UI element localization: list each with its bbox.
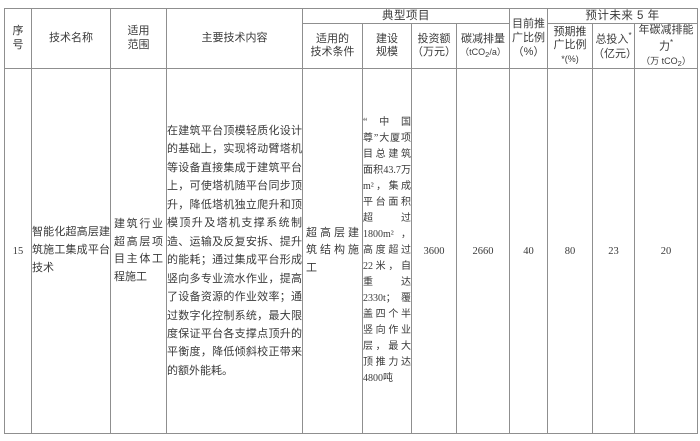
cell-current-promotion: 40: [509, 68, 548, 434]
header-current-promotion: 目前推 广比例 （%）: [509, 7, 548, 70]
header-row-sub: 适用的 技术条件 建设 规模 投资额 （万元） 碳减排量 （tCO2/a） 预期…: [5, 23, 699, 70]
header-row-group: 序 号 技术名称 适用 范围 主要技术内容 典型项目 目前推 广比例 （%） 预…: [4, 7, 699, 70]
technology-catalog-table: 序 号 技术名称 适用 范围 主要技术内容 典型项目 目前推 广比例 （%） 预…: [4, 7, 699, 434]
cell-applicable-conditions: 超高层建筑结构施工: [302, 68, 363, 434]
header-expected-promotion-unit: *(%): [561, 54, 579, 65]
cell-scope: 建筑行业超高层项目主体工程施工: [110, 68, 167, 434]
table-body: 15 智能化超高层建筑施工集成平台技术 建筑行业超高层项目主体工程施工 在建筑平…: [4, 68, 699, 434]
header-index: 序 号: [4, 7, 32, 70]
header-total-investment: 总投入* （亿元）: [592, 23, 637, 70]
header-future-group: 预计未来 5 年: [546, 7, 699, 25]
header-applicable-conditions: 适用的 技术条件: [302, 23, 363, 70]
header-annual-carbon-capacity: 年碳减排能 力* （万 tCO2）: [633, 23, 699, 70]
cell-annual-carbon-capacity: 20: [633, 68, 699, 434]
cell-expected-promotion: 80: [547, 68, 593, 434]
header-carbon-reduction: 碳减排量 （tCO2/a）: [456, 23, 510, 70]
cell-total-investment: 23: [592, 68, 635, 434]
header-build-scale: 建设 规模: [362, 23, 412, 70]
header-carbon-reduction-unit: （tCO2/a）: [460, 47, 506, 60]
header-investment: 投资额 （万元）: [411, 23, 457, 70]
cell-carbon-reduction: 2660: [456, 68, 510, 434]
header-typical-project-group: 典型项目: [302, 7, 510, 25]
footnote-marker-total-investment: *: [628, 31, 632, 41]
header-total-investment-unit: （亿元）: [593, 47, 637, 60]
header-annual-carbon-capacity-unit: （万 tCO2）: [641, 55, 691, 68]
cell-index: 15: [4, 68, 32, 434]
header-tech-name: 技术名称: [31, 7, 111, 70]
cell-main-content: 在建筑平台顶模轻质化设计的基础上，实现将动臂塔机等设备直接集成于建筑平台上，可使…: [166, 68, 303, 434]
header-scope: 适用 范围: [110, 7, 167, 70]
header-main-content: 主要技术内容: [166, 7, 303, 70]
cell-investment: 3600: [411, 68, 457, 434]
table-row: 15 智能化超高层建筑施工集成平台技术 建筑行业超高层项目主体工程施工 在建筑平…: [4, 68, 699, 434]
header-expected-promotion: 预期推 广比例 *(%): [547, 23, 593, 70]
table-header: 序 号 技术名称 适用 范围 主要技术内容 典型项目 目前推 广比例 （%） 预…: [4, 7, 699, 70]
cell-tech-name: 智能化超高层建筑施工集成平台技术: [31, 68, 111, 434]
cell-build-scale: “中国尊”大厦项目总建筑面积43.7万m²，集成平台面积超过1800m²，高度超…: [362, 68, 412, 434]
footnote-marker-annual-capacity: *: [669, 38, 674, 48]
